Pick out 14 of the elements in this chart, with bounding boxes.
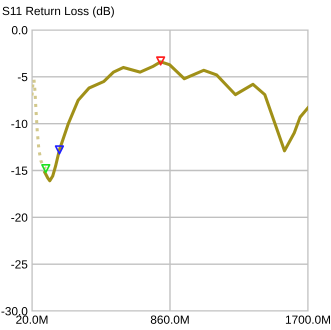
y-tick-label: -10 (11, 120, 28, 128)
point (54, 145, 64, 155)
chart-title: S11 Return Loss (dB) (2, 6, 114, 18)
x-tick-label: 20.0M (16, 315, 48, 324)
y-tick-label: -20 (11, 213, 28, 222)
x-tick-label: 860.0M (150, 315, 189, 324)
y-tick-label: -30.0 (1, 307, 28, 316)
point (156, 56, 166, 66)
point (41, 164, 50, 174)
y-tick-label: 0.0 (12, 26, 28, 34)
y-tick-label: -15 (11, 166, 28, 175)
y-tick-label: -5 (18, 72, 28, 82)
x-tick-label: 1700.0M (286, 315, 330, 324)
y-tick-label: -25 (11, 260, 28, 269)
